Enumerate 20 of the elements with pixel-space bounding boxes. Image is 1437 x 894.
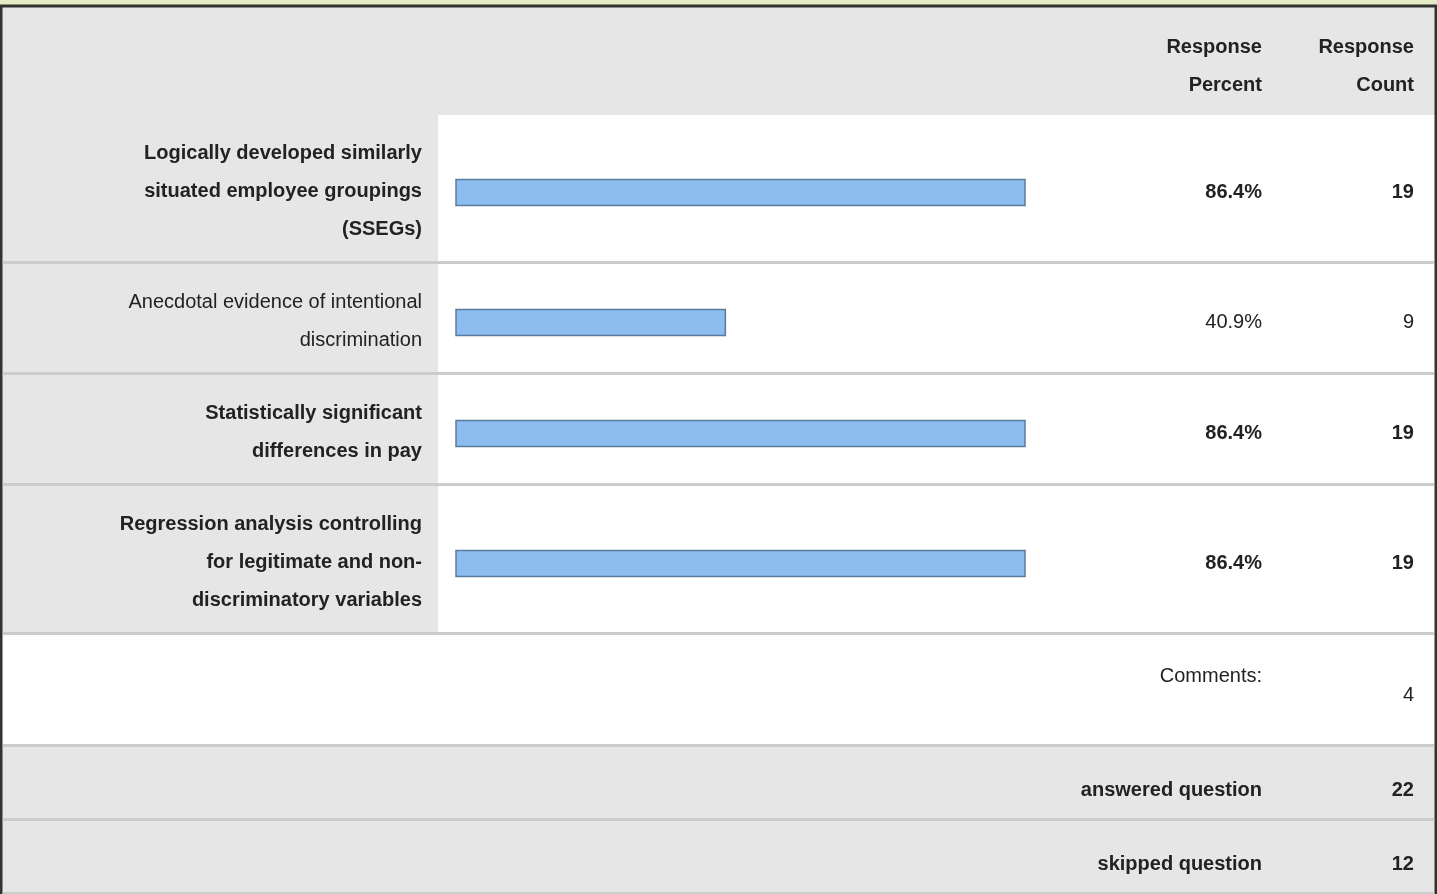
text: 19 — [1391, 550, 1414, 573]
text: Response Count — [1318, 35, 1415, 95]
y-tick-label: Anecdotal evidence of intentional discrimination — [128, 289, 422, 350]
text: 4 — [1402, 683, 1414, 705]
text: 12 — [1391, 852, 1414, 874]
data-label: 40.9% — [1205, 309, 1263, 332]
text: 19 — [1391, 420, 1414, 443]
y-tick-label: Regression analysis controlling for legitimate and non-discriminatory variables — [119, 511, 422, 610]
y-tick-label: Statistically significant differences in pay — [205, 400, 423, 461]
text: 19 — [1391, 179, 1414, 202]
y-tick-label: Logically developed similarly situated employee groupings (SSEGs) — [144, 140, 423, 239]
text: Response Percent — [1166, 35, 1263, 95]
text: skipped question — [1097, 852, 1262, 874]
data-label: 86.4% — [1205, 420, 1263, 443]
text: 9 — [1402, 309, 1414, 332]
data-label: 86.4% — [1205, 179, 1263, 202]
text: answered question — [1080, 778, 1262, 800]
text: 22 — [1391, 778, 1414, 800]
data-label: 86.4% — [1205, 550, 1263, 573]
text: Comments: — [1159, 664, 1262, 686]
